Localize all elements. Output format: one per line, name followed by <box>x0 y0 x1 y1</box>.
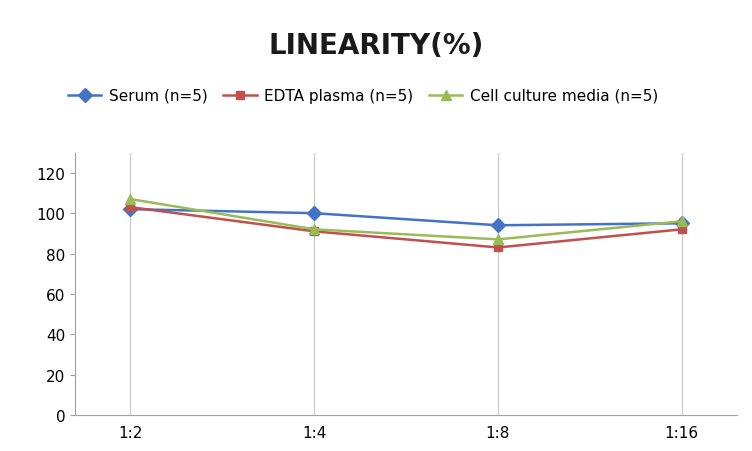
EDTA plasma (n=5) <box>678 227 687 233</box>
EDTA plasma (n=5) <box>493 245 502 251</box>
Legend: Serum (n=5), EDTA plasma (n=5), Cell culture media (n=5): Serum (n=5), EDTA plasma (n=5), Cell cul… <box>68 89 658 104</box>
Line: Serum (n=5): Serum (n=5) <box>126 205 687 230</box>
Cell culture media (n=5) <box>126 197 135 202</box>
Serum (n=5) <box>310 211 319 216</box>
Serum (n=5) <box>493 223 502 229</box>
Serum (n=5) <box>678 221 687 226</box>
EDTA plasma (n=5) <box>310 229 319 235</box>
Cell culture media (n=5) <box>678 219 687 225</box>
Cell culture media (n=5) <box>493 237 502 243</box>
Line: EDTA plasma (n=5): EDTA plasma (n=5) <box>126 203 686 252</box>
Text: LINEARITY(%): LINEARITY(%) <box>268 32 484 60</box>
Cell culture media (n=5) <box>310 227 319 233</box>
Serum (n=5) <box>126 207 135 212</box>
EDTA plasma (n=5) <box>126 205 135 210</box>
Line: Cell culture media (n=5): Cell culture media (n=5) <box>126 195 687 245</box>
